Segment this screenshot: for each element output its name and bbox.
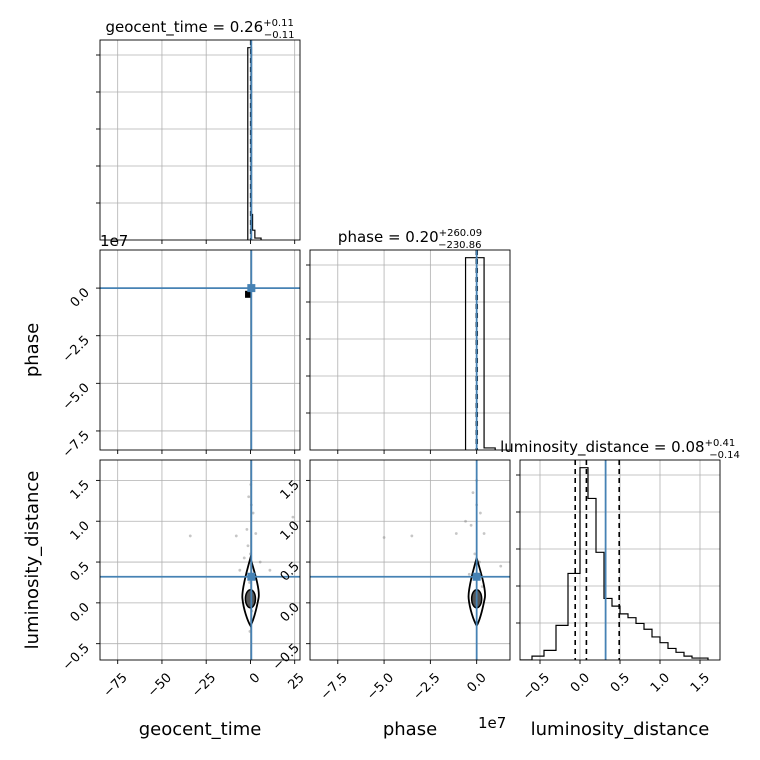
y-tick-label: 0.0 <box>68 600 93 625</box>
sample-point <box>454 532 458 535</box>
y-tick-label: −2.5 <box>60 333 93 366</box>
x-tick-label: −75 <box>101 670 131 700</box>
panel-scatter-lumdist-vs-phase: −7.5 −5.0 −2.5 0.0 −0.5 0.0 0.5 1.0 1.5 <box>270 459 511 703</box>
truth-marker <box>472 572 481 581</box>
truth-marker <box>247 572 256 581</box>
histogram-steps <box>247 47 262 240</box>
sample-point <box>234 534 238 538</box>
y-tick-label: 1.5 <box>278 478 303 503</box>
sample-point <box>464 519 467 523</box>
phase-x-offset-label: 1e7 <box>478 714 506 732</box>
x-tick-label: 1.0 <box>648 670 673 695</box>
sample-point <box>254 532 258 535</box>
panel-scatter-phase-vs-geocent: −7.5 −5.0 −2.5 0.0 <box>60 249 301 461</box>
y-tick-label: 1.0 <box>278 518 303 543</box>
x-tick-label: 0.0 <box>464 670 489 695</box>
y-tick-label: 0.5 <box>278 559 303 584</box>
sample-point <box>251 511 255 515</box>
axes-frame <box>309 249 511 451</box>
panel-hist-lumdist: −0.5 0.0 0.5 1.0 1.5 <box>516 459 721 703</box>
y-tick-label: −5.0 <box>60 381 93 414</box>
y-tick-label: 1.5 <box>68 478 93 503</box>
sample-point <box>382 536 386 539</box>
y-tick-label: −0.5 <box>270 641 303 674</box>
axes-frame <box>99 249 301 451</box>
density-block <box>245 290 252 298</box>
sample-point <box>258 560 262 564</box>
sample-point <box>478 511 482 515</box>
x-tick-label: 0.0 <box>568 670 593 695</box>
panel-hist-geocent <box>96 39 301 244</box>
y-tick-label: −0.5 <box>60 641 93 674</box>
y-tick-label: 1.0 <box>68 518 93 543</box>
y-tick-label: −7.5 <box>60 428 93 461</box>
sample-point <box>410 534 414 538</box>
x-tick-label: −2.5 <box>410 670 443 703</box>
sample-point <box>467 572 471 576</box>
x-tick-label: −5.0 <box>364 670 397 703</box>
x-tick-label: 1.5 <box>688 670 713 695</box>
x-tick-label: −7.5 <box>318 670 351 703</box>
axes-frame <box>309 459 511 661</box>
sample-point <box>480 585 484 588</box>
x-axis-label-phase: phase <box>383 719 437 740</box>
x-axis-label-geocent-time: geocent_time <box>139 719 262 740</box>
x-tick-label: −25 <box>189 670 219 700</box>
axes-frame <box>99 39 301 241</box>
sample-point <box>499 564 503 568</box>
sample-point <box>471 491 475 495</box>
y-axis-label-luminosity-distance: luminosity_distance <box>22 471 43 650</box>
y-axis-label-phase: phase <box>22 323 43 377</box>
sample-point <box>247 495 251 499</box>
title-geocent-time: geocent_time = 0.26+0.11 −0.11 <box>106 18 295 41</box>
x-axis-label-luminosity-distance: luminosity_distance <box>531 719 710 740</box>
truth-marker <box>247 284 256 293</box>
x-tick-label: 0.5 <box>608 670 633 695</box>
sample-point <box>482 532 486 535</box>
phase-y-offset-label: 1e7 <box>100 232 128 250</box>
axes-frame <box>99 459 301 661</box>
title-phase: phase = 0.20+260.09 −230.86 <box>338 228 482 251</box>
sample-point <box>238 568 242 572</box>
sample-point <box>473 552 477 556</box>
sample-point <box>469 523 473 527</box>
sample-point <box>291 515 295 519</box>
x-tick-label: 0 <box>247 670 263 686</box>
sample-point <box>248 581 251 584</box>
sample-point <box>246 544 250 548</box>
y-tick-label: 0.5 <box>68 559 93 584</box>
sample-point <box>245 527 249 531</box>
histogram-steps <box>520 467 709 660</box>
y-tick-label: 0.0 <box>68 285 93 310</box>
y-tick-label: 0.0 <box>278 600 303 625</box>
x-tick-label: −0.5 <box>520 670 553 703</box>
histogram-steps <box>464 257 496 450</box>
x-tick-label: 25 <box>285 670 307 692</box>
panel-hist-phase <box>306 249 511 454</box>
title-luminosity-distance: luminosity_distance = 0.08+0.41 −0.14 <box>500 438 740 461</box>
x-tick-label: −50 <box>145 670 175 700</box>
sample-point <box>268 568 272 572</box>
sample-point <box>242 556 246 560</box>
sample-point <box>188 534 192 538</box>
